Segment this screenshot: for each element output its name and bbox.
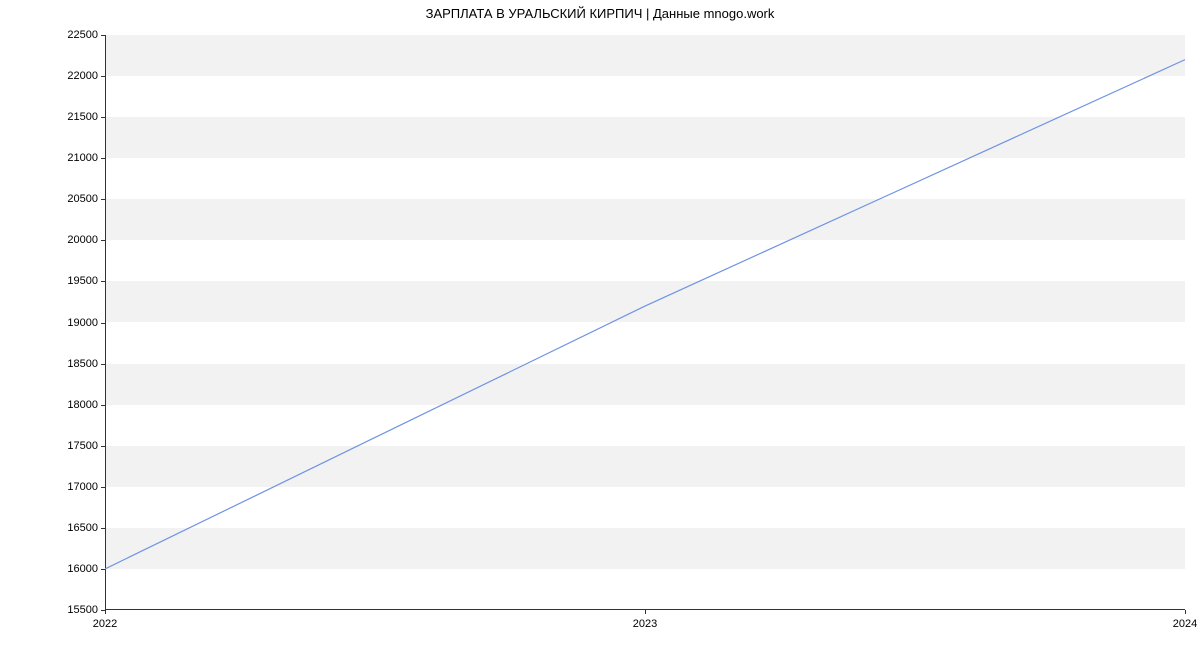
grid-band <box>105 528 1185 569</box>
x-tick-mark <box>1185 610 1186 614</box>
x-tick-label: 2022 <box>93 618 117 630</box>
y-tick-mark <box>101 240 105 241</box>
grid-band <box>105 569 1185 610</box>
y-tick-label: 19000 <box>38 317 98 329</box>
grid-band <box>105 240 1185 281</box>
y-tick-label: 15500 <box>38 604 98 616</box>
y-tick-label: 18000 <box>38 399 98 411</box>
y-tick-mark <box>101 446 105 447</box>
plot-area <box>105 35 1185 610</box>
y-tick-mark <box>101 76 105 77</box>
grid-band <box>105 35 1185 76</box>
grid-band <box>105 323 1185 364</box>
grid-band <box>105 117 1185 158</box>
y-tick-mark <box>101 158 105 159</box>
y-axis-line <box>105 35 106 610</box>
y-tick-mark <box>101 528 105 529</box>
y-tick-label: 20500 <box>38 193 98 205</box>
grid-band <box>105 158 1185 199</box>
grid-band <box>105 405 1185 446</box>
x-tick-mark <box>105 610 106 614</box>
y-tick-label: 17000 <box>38 481 98 493</box>
y-tick-label: 21500 <box>38 111 98 123</box>
grid-band <box>105 281 1185 322</box>
y-tick-label: 22000 <box>38 70 98 82</box>
y-tick-mark <box>101 487 105 488</box>
x-tick-label: 2024 <box>1173 618 1197 630</box>
y-tick-mark <box>101 35 105 36</box>
y-tick-label: 20000 <box>38 234 98 246</box>
x-tick-label: 2023 <box>633 618 657 630</box>
grid-band <box>105 76 1185 117</box>
y-tick-label: 18500 <box>38 358 98 370</box>
grid-band <box>105 364 1185 405</box>
y-tick-label: 16500 <box>38 522 98 534</box>
y-tick-label: 22500 <box>38 29 98 41</box>
y-tick-label: 17500 <box>38 440 98 452</box>
y-tick-mark <box>101 117 105 118</box>
chart-title: ЗАРПЛАТА В УРАЛЬСКИЙ КИРПИЧ | Данные mno… <box>0 6 1200 21</box>
y-tick-label: 16000 <box>38 563 98 575</box>
y-tick-mark <box>101 405 105 406</box>
x-tick-mark <box>645 610 646 614</box>
y-tick-label: 19500 <box>38 275 98 287</box>
y-tick-mark <box>101 569 105 570</box>
y-tick-mark <box>101 323 105 324</box>
salary-chart: ЗАРПЛАТА В УРАЛЬСКИЙ КИРПИЧ | Данные mno… <box>0 0 1200 650</box>
y-tick-label: 21000 <box>38 152 98 164</box>
y-tick-mark <box>101 364 105 365</box>
y-tick-mark <box>101 281 105 282</box>
grid-band <box>105 487 1185 528</box>
grid-band <box>105 199 1185 240</box>
grid-band <box>105 446 1185 487</box>
y-tick-mark <box>101 199 105 200</box>
